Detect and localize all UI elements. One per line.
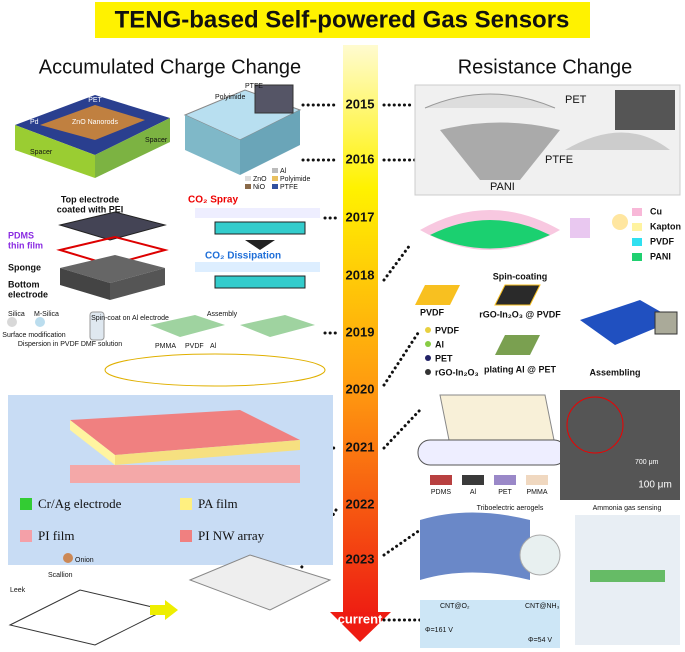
label: Cu	[650, 206, 662, 216]
timeline-year: 2023	[346, 551, 375, 566]
label: Polyimide	[280, 176, 310, 183]
label: 100 μm	[638, 480, 672, 491]
label: PI NW array	[198, 528, 265, 543]
label: CO₂ Spray	[188, 195, 238, 206]
panel-left-2016: PTFE Polyimide ZnO NiO Al Polyimide PTFE	[183, 83, 310, 191]
label: Spacer	[30, 149, 53, 156]
timeline-year: 2019	[346, 324, 375, 339]
panel-right-2021: PDMS Al PET PMMA 700 μm 100 μm	[417, 390, 680, 500]
label: electrode	[8, 289, 48, 299]
panel-left-2022: Onion Scallion Leek	[8, 553, 332, 646]
label: Spin-coat on Al electrode	[91, 315, 169, 322]
label: Assembling	[589, 367, 640, 377]
label: Surface modification	[2, 332, 66, 339]
timeline-arrow	[330, 612, 391, 642]
label: 700 μm	[635, 459, 659, 466]
label: PTFE	[280, 184, 298, 191]
label: PET	[88, 97, 102, 104]
label: Assembly	[207, 311, 238, 318]
label: ZnO Nanorods	[72, 119, 118, 126]
label: Onion	[75, 557, 94, 564]
label: Spin-coating	[493, 271, 548, 281]
label: PET	[498, 489, 512, 496]
label: Leek	[10, 587, 26, 594]
label: thin film	[8, 240, 43, 250]
label: Al	[280, 168, 287, 175]
panel-right-2019: PVDF Spin-coating rGO-In₂O₃ @ PVDF PVDF …	[415, 271, 678, 377]
timeline-bar	[343, 45, 378, 617]
label: PANI	[650, 251, 671, 261]
timeline-year: 2021	[346, 439, 375, 454]
timeline-year: 2017	[346, 209, 375, 224]
label: Dispersion in PVDF DMF solution	[18, 341, 122, 348]
label: PVDF	[185, 343, 204, 350]
panel-left-2017b: CO₂ Spray CO₂ Dissipation	[188, 195, 320, 289]
timeline-year: 2016	[346, 151, 375, 166]
label: plating Al @ PET	[484, 364, 556, 374]
timeline: 2015 2016 2017 2018 2019 2020 2021 2022 2023 curr…	[330, 45, 391, 642]
label: PVDF	[435, 325, 460, 335]
label: PTFE	[545, 154, 573, 166]
label: PA film	[198, 496, 238, 511]
label: Silica	[8, 311, 25, 318]
timeline-year: 2022	[346, 496, 375, 511]
label: PMMA	[155, 343, 176, 350]
label: rGO-In₂O₃	[435, 367, 479, 377]
label: PMMA	[527, 489, 548, 496]
label: PI film	[38, 528, 74, 543]
label: Ammonia gas sensing	[593, 505, 662, 512]
title-banner	[95, 2, 590, 38]
label: Al	[210, 343, 217, 350]
label: PDMS	[431, 489, 452, 496]
timeline-year: 2020	[346, 381, 375, 396]
panel-left-2017: Top electrode coated with PEI PDMS thin …	[8, 194, 169, 300]
label: coated with PEI	[57, 204, 124, 214]
right-heading: Resistance Change	[458, 56, 633, 78]
label: Top electrode	[61, 194, 119, 204]
timeline-year: 2018	[346, 267, 375, 282]
label: CNT@NH₃	[525, 603, 560, 610]
label: ZnO	[253, 176, 267, 183]
label: Al	[470, 489, 477, 496]
label: Pd	[30, 119, 39, 126]
label: Spacer	[145, 137, 168, 144]
panel-left-2021: Cr/Ag electrode PA film PI film PI NW ar…	[8, 395, 333, 565]
label: Φ=161 V	[425, 627, 453, 634]
label: CNT@O₂	[440, 603, 470, 610]
label: PANI	[490, 181, 515, 193]
label: Scallion	[48, 572, 73, 579]
label: Sponge	[8, 262, 41, 272]
label: M-Silica	[34, 311, 59, 318]
panel-left-2019: Silica M-Silica Surface modification Dis…	[2, 311, 326, 387]
label: PVDF	[650, 236, 675, 246]
title: TENG-based Self-powered Gas Sensors	[115, 6, 570, 33]
label: Polyimide	[215, 94, 245, 101]
left-heading: Accumulated Charge Change	[39, 56, 301, 78]
timeline-year: current	[338, 611, 383, 626]
panel-left-2015: PET Pd ZnO Nanorods Spacer Spacer	[15, 95, 170, 178]
label: rGO-In₂O₃ @ PVDF	[479, 309, 561, 319]
label: PET	[565, 94, 587, 106]
label: PET	[435, 353, 453, 363]
panel-right-2016: PET PTFE PANI	[414, 84, 681, 196]
label: Bottom	[8, 279, 40, 289]
label: Cr/Ag electrode	[38, 496, 122, 511]
label: Kapton	[650, 221, 681, 231]
label: PDMS	[8, 230, 34, 240]
label: CO₂ Dissipation	[205, 251, 281, 262]
label: Al	[435, 339, 444, 349]
label: PVDF	[420, 307, 445, 317]
label: Triboelectric aerogels	[477, 505, 544, 512]
panel-right-2023: Triboelectric aerogels Ammonia gas sensi…	[420, 505, 680, 648]
label: Φ=54 V	[528, 637, 552, 644]
label: PTFE	[245, 83, 263, 90]
panel-right-2018: Cu Kapton PVDF PANI	[420, 206, 681, 261]
label: NiO	[253, 184, 266, 191]
timeline-year: 2015	[346, 96, 375, 111]
